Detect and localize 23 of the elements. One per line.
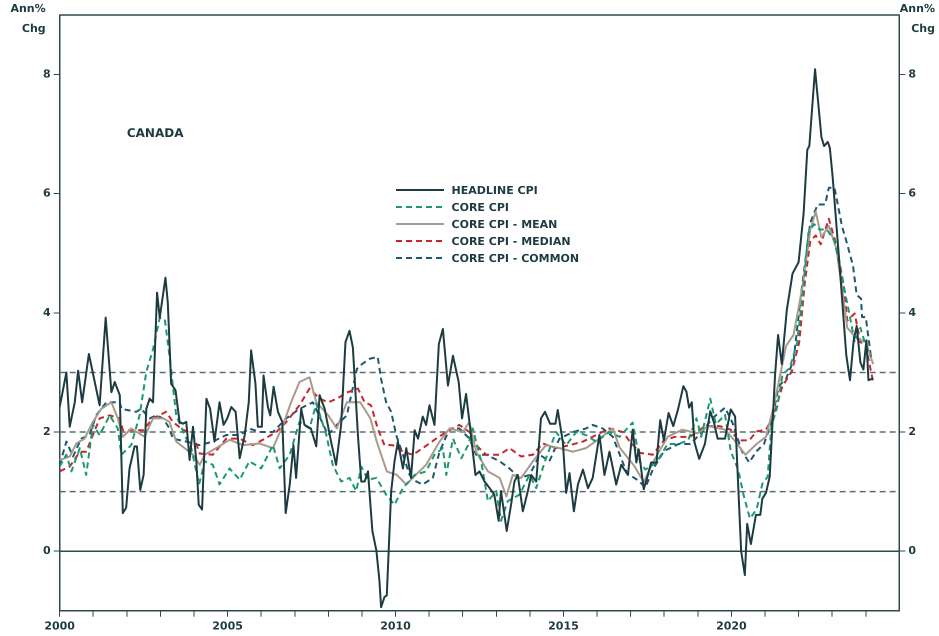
annotation: CANADA <box>126 126 184 140</box>
x-tick-label: 2005 <box>212 619 243 632</box>
legend-label: CORE CPI <box>452 200 509 214</box>
x-tick-label: 2020 <box>716 619 748 632</box>
y-axis-title: Ann% Chg <box>10 2 46 35</box>
y-tick-label: 4 <box>43 306 51 319</box>
legend-label: CORE CPI - MEDIAN <box>452 234 571 248</box>
y2-axis-title: Ann% Chg <box>900 2 935 35</box>
y2-tick-label: 2 <box>908 424 916 438</box>
y-tick-label: 2 <box>43 424 51 438</box>
y-tick-label: 8 <box>43 67 51 80</box>
legend-label: CORE CPI - MEAN <box>452 218 558 231</box>
y2-tick-label: 8 <box>908 67 916 80</box>
y2-tick-label: 6 <box>908 186 916 200</box>
y-tick-label: 0 <box>43 544 51 558</box>
x-tick-label: 2000 <box>44 619 76 632</box>
y-tick-label: 6 <box>43 186 51 200</box>
y2-tick-label: 4 <box>908 306 916 319</box>
legend-label: HEADLINE CPI <box>452 184 538 197</box>
x-tick-label: 2015 <box>548 619 579 632</box>
x-tick-label: 2010 <box>380 619 412 632</box>
legend-label: CORE CPI - COMMON <box>452 252 580 265</box>
y2-tick-label: 0 <box>908 544 916 558</box>
